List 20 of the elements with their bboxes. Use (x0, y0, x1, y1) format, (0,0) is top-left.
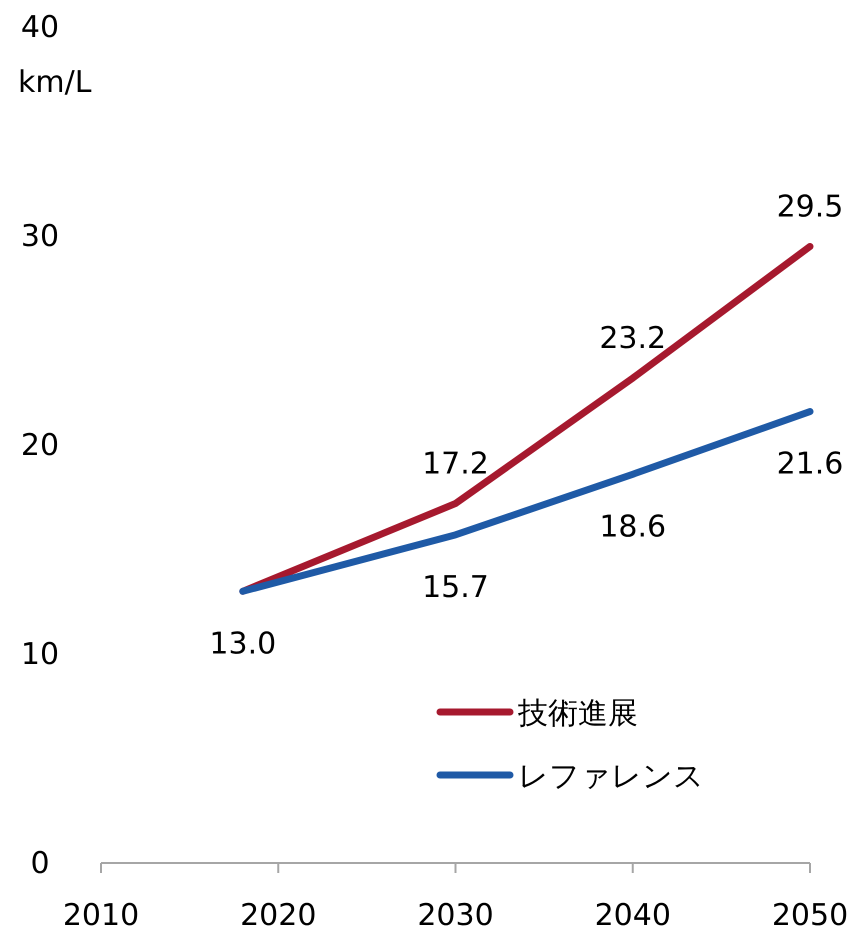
data-label: 29.5 (776, 189, 844, 224)
data-label: 18.6 (599, 509, 666, 544)
y-tick-label: 40 (20, 10, 60, 45)
y-tick-label: 30 (20, 219, 60, 254)
data-label: 17.2 (422, 446, 489, 482)
x-tick-label: 2020 (240, 898, 316, 932)
legend-label: 技術進展 (517, 696, 638, 731)
legend-label: レファレンス (518, 759, 704, 794)
data-label: 21.6 (776, 446, 844, 482)
x-tick-label: 2040 (594, 898, 671, 932)
y-tick-label: 10 (20, 637, 60, 672)
y-tick-label: 0 (30, 846, 50, 881)
data-label: 15.7 (422, 570, 489, 605)
x-tick-label: 2010 (62, 898, 140, 932)
y-axis-title: km/L (18, 65, 92, 100)
data-label: 23.2 (599, 321, 666, 356)
x-tick-label: 2030 (417, 898, 494, 932)
y-tick-label: 20 (20, 428, 60, 463)
x-tick-label: 2050 (772, 898, 848, 932)
data-label: 13.0 (209, 626, 276, 662)
